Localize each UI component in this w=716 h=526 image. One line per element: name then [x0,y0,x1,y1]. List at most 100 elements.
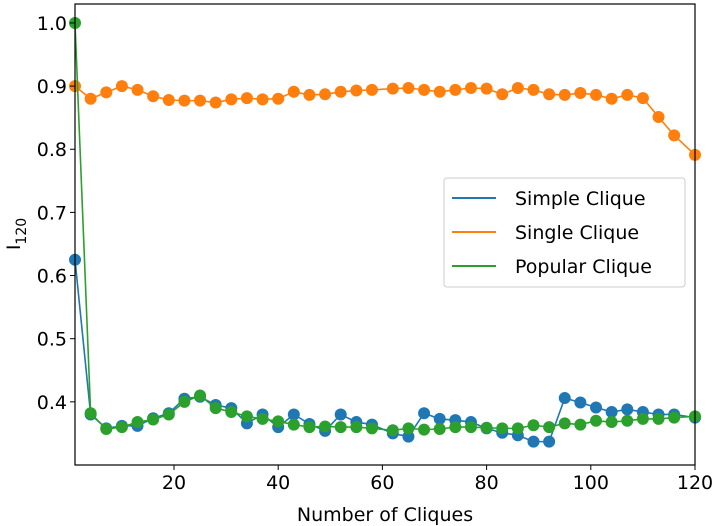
y-tick-label: 0.5 [37,329,67,351]
data-point [131,416,144,429]
data-point [115,421,128,434]
data-point [433,412,446,425]
data-point [558,392,571,405]
legend-label: Single Clique [515,222,639,244]
data-point [147,90,160,103]
data-point [350,84,363,97]
data-point [115,80,128,93]
data-point [574,418,587,431]
legend-box [443,177,686,288]
data-point [402,81,415,94]
data-point [162,408,175,421]
data-point [496,88,509,101]
y-tick-label: 0.7 [37,202,67,224]
data-point [449,421,462,434]
data-point [194,389,207,402]
data-point [418,83,431,96]
data-point [319,88,332,101]
series-layer [69,16,701,448]
data-point [100,86,113,99]
data-point [590,401,603,414]
data-point [402,430,415,443]
data-point [147,413,160,426]
data-point [287,85,300,98]
data-point [240,410,253,423]
data-point [225,93,238,106]
x-axis-ticks: 20 40 60 80 100 120 [162,465,713,494]
data-point [621,88,634,101]
data-point [386,82,399,95]
data-point [272,92,285,105]
data-point [272,415,285,428]
data-point [605,405,618,418]
data-point [256,93,269,106]
series-line [74,22,696,432]
data-point [194,94,207,107]
data-point [636,412,649,425]
data-point [418,423,431,436]
data-point [84,407,97,420]
plot-frame [74,3,696,466]
data-point [621,403,634,416]
data-point [100,423,113,436]
data-point [652,111,665,124]
y-axis-ticks: 0.4 0.5 0.6 0.7 0.8 0.9 1.0 [37,13,75,414]
data-point [605,92,618,105]
legend: Simple Clique Single Clique Popular Clique [443,177,686,288]
data-point [464,421,477,434]
x-tick-label: 80 [475,472,499,494]
data-point [209,96,222,109]
series-line [74,85,696,156]
data-point [511,422,524,435]
data-point [449,83,462,96]
data-point [574,396,587,409]
data-point [303,421,316,434]
data-point [365,83,378,96]
data-point [668,411,681,424]
data-point [131,83,144,96]
x-tick-label: 100 [573,472,609,494]
data-point [84,92,97,105]
data-point [590,414,603,427]
data-point [209,402,222,415]
data-point [433,423,446,436]
data-point [178,395,191,408]
data-point [543,421,556,434]
y-tick-label: 1.0 [37,13,67,35]
data-point [240,92,253,105]
y-axis-label: I120 [3,218,30,250]
data-point [543,88,556,101]
data-point [527,83,540,96]
data-point [334,421,347,434]
data-point [225,405,238,418]
legend-label: Simple Clique [515,188,646,210]
data-point [527,435,540,448]
data-point [287,418,300,431]
y-tick-label: 0.9 [37,76,67,98]
x-tick-label: 60 [370,472,394,494]
series-popular-clique [69,16,701,437]
y-tick-label: 0.4 [37,392,67,414]
data-point [558,88,571,101]
data-point [365,422,378,435]
y-axis-label-subscript: 120 [14,218,30,245]
data-point [480,82,493,95]
data-point [287,408,300,421]
data-point [162,93,175,106]
data-point [511,81,524,94]
x-tick-label: 120 [677,472,713,494]
data-point [652,412,665,425]
data-point [334,85,347,98]
data-point [402,422,415,435]
data-point [480,421,493,434]
data-point [303,88,316,101]
data-point [558,417,571,430]
data-point [319,420,332,433]
data-point [636,92,649,105]
y-axis-label-main: I [3,245,25,251]
data-point [433,85,446,98]
data-point [418,407,431,420]
data-point [527,419,540,432]
series-single-clique [69,80,701,161]
